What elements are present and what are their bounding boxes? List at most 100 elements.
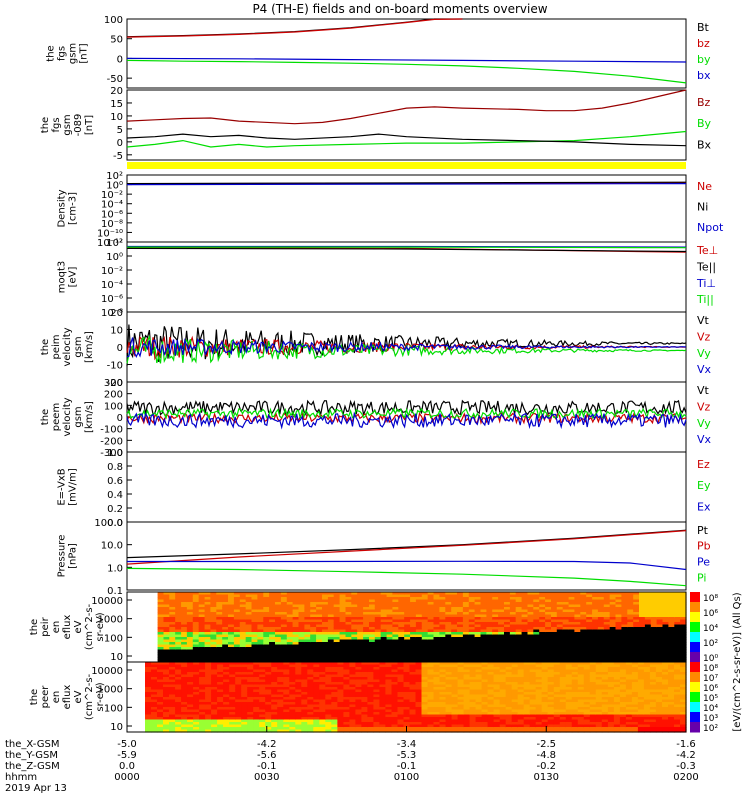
heatmap-cell <box>310 619 317 623</box>
heatmap-cell <box>541 674 549 678</box>
heatmap-cell <box>545 594 552 598</box>
heatmap-cell <box>313 669 320 673</box>
series-line-bx <box>126 57 687 63</box>
heatmap-cell <box>404 617 411 621</box>
heatmap-cell <box>410 597 417 601</box>
heatmap-cell <box>571 712 579 716</box>
legend-Vy: Vy <box>697 417 711 430</box>
heatmap-cell <box>304 597 311 601</box>
heatmap-cell <box>169 607 176 611</box>
heatmap-cell <box>498 622 505 626</box>
heatmap-cell <box>427 639 435 643</box>
heatmap-cell <box>380 609 388 613</box>
heatmap-cell <box>404 624 411 628</box>
heatmap-cell <box>451 709 459 713</box>
heatmap-cell <box>363 599 370 603</box>
heatmap-cell <box>451 664 459 668</box>
heatmap-cell <box>625 684 633 688</box>
heatmap-cell <box>245 657 253 661</box>
heatmap-cell <box>216 659 223 663</box>
heatmap-cell <box>433 727 441 731</box>
heatmap-cell <box>427 622 435 626</box>
heatmap-cell <box>439 609 446 613</box>
heatmap-cell <box>186 622 194 626</box>
heatmap-cell <box>235 664 242 668</box>
heatmap-cell <box>280 597 288 601</box>
heatmap-cell <box>322 622 329 626</box>
heatmap-cell <box>445 639 452 643</box>
ylabel-density: [cm-3] <box>68 192 79 225</box>
heatmap-cell <box>559 702 567 706</box>
heatmap-cell <box>357 607 364 611</box>
heatmap-cell <box>295 662 302 666</box>
heatmap-cell <box>211 664 218 668</box>
heatmap-cell <box>509 612 517 616</box>
heatmap-cell <box>607 682 615 686</box>
heatmap-cell <box>241 697 248 701</box>
heatmap-cell <box>222 619 229 623</box>
heatmap-cell <box>527 624 534 628</box>
heatmap-cell <box>474 637 482 641</box>
heatmap-cell <box>481 702 489 706</box>
heatmap-cell <box>339 657 347 661</box>
heatmap-cell <box>210 647 217 651</box>
heatmap-cell <box>504 602 511 606</box>
heatmap-cell <box>363 642 370 646</box>
heatmap-cell <box>574 612 581 616</box>
heatmap-cell <box>204 592 212 596</box>
heatmap-cell <box>289 694 296 698</box>
ytick-label: 200 <box>104 390 123 401</box>
heatmap-cell <box>374 624 382 628</box>
heatmap-cell <box>187 719 194 723</box>
heatmap-cell <box>539 624 546 628</box>
heatmap-cell <box>304 632 311 636</box>
heatmap-cell <box>379 689 386 693</box>
heatmap-cell <box>361 664 368 668</box>
heatmap-cell <box>568 612 576 616</box>
heatmap-cell <box>357 624 364 628</box>
heatmap-cell <box>257 642 264 646</box>
heatmap-cell <box>474 609 482 613</box>
heatmap-cell <box>367 722 374 726</box>
heatmap-cell <box>269 649 276 653</box>
heatmap-cell <box>621 594 628 598</box>
heatmap-cell <box>574 604 581 608</box>
heatmap-cell <box>481 664 489 668</box>
heatmap-cell <box>337 692 344 696</box>
heatmap-cell <box>574 642 581 646</box>
heatmap-cell <box>487 709 495 713</box>
heatmap-cell <box>241 689 248 693</box>
heatmap-cell <box>433 659 440 663</box>
ytick-label: 0 <box>117 54 123 65</box>
heatmap-cell <box>469 724 477 728</box>
heatmap-cell <box>493 684 501 688</box>
heatmap-cell <box>157 689 164 693</box>
heatmap-cell <box>380 632 388 636</box>
heatmap-cell <box>597 632 605 636</box>
heatmap-cell <box>357 652 364 656</box>
heatmap-cell <box>199 694 206 698</box>
heatmap-cell <box>551 622 558 626</box>
series-line-Pt <box>126 529 687 559</box>
legend-Vy: Vy <box>697 347 711 360</box>
heatmap-cell <box>486 614 493 618</box>
heatmap-cell <box>169 704 176 708</box>
heatmap-cell <box>333 634 341 638</box>
heatmap-cell <box>656 592 664 596</box>
heatmap-cell <box>633 619 640 623</box>
heatmap-cell <box>662 607 669 611</box>
legend-Vt: Vt <box>697 384 710 397</box>
heatmap-cell <box>427 692 435 696</box>
heatmap-cell <box>451 612 458 616</box>
heatmap-cell <box>292 599 300 603</box>
heatmap-cell <box>462 619 470 623</box>
heatmap-cell <box>577 669 585 673</box>
heatmap-cell <box>595 709 603 713</box>
heatmap-cell <box>445 619 452 623</box>
heatmap-cell <box>592 592 599 596</box>
heatmap-cell <box>145 727 152 731</box>
heatmap-cell <box>421 674 429 678</box>
heatmap-cell <box>551 607 558 611</box>
heatmap-cell <box>410 607 417 611</box>
heatmap-cell <box>621 632 628 636</box>
